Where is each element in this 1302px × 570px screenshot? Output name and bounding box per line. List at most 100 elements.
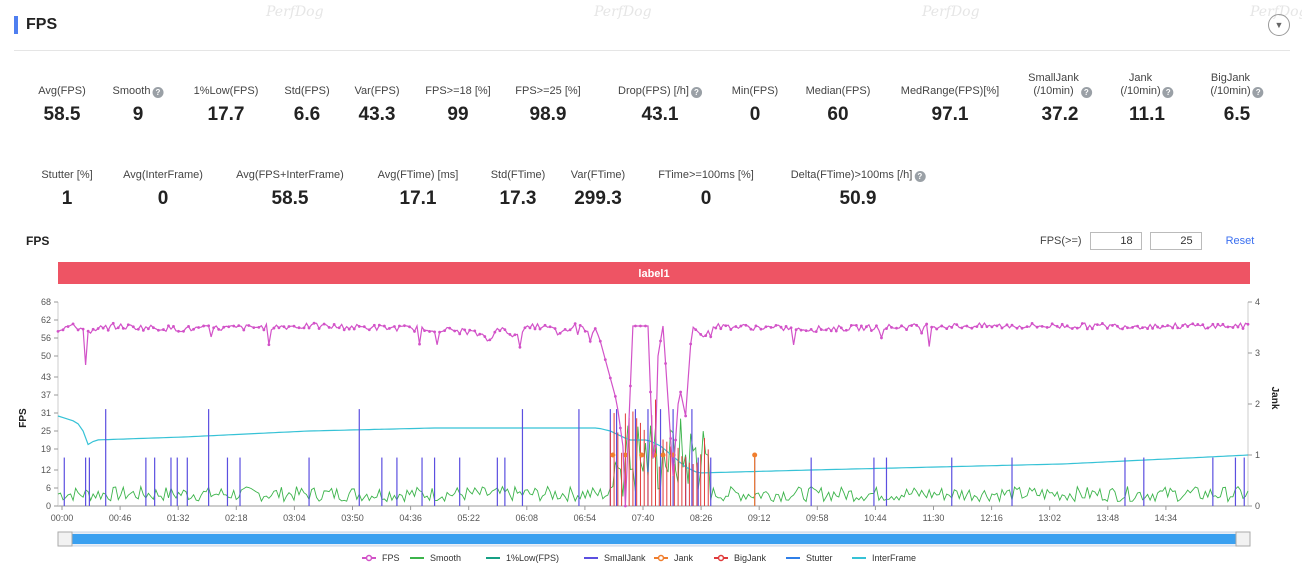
- stat-label-text: Min(FPS): [731, 85, 779, 97]
- fps-point: [714, 326, 718, 330]
- fps-point: [367, 328, 371, 332]
- fps-point: [121, 326, 125, 330]
- x-tick-label: 00:00: [51, 513, 74, 523]
- stat-value: 97.1: [931, 104, 969, 125]
- stat-label: BigJank (/10min)?: [1210, 68, 1264, 98]
- legend-item: Smooth: [430, 553, 461, 563]
- fps-point: [784, 324, 788, 328]
- legend-marker: [365, 554, 373, 562]
- fps-point: [352, 327, 356, 331]
- legend-marker: [657, 554, 665, 562]
- fps-point: [428, 330, 431, 333]
- fps-point: [960, 326, 964, 330]
- stats-row-1: Avg(FPS) 58.5 Smooth? 9 1%Low(FPS) 17.7 Std(FP…: [0, 68, 1302, 132]
- fps-point: [1116, 324, 1119, 328]
- fps-point: [523, 326, 527, 330]
- x-tick-label: 09:12: [748, 513, 771, 523]
- help-icon[interactable]: ?: [1080, 87, 1092, 98]
- fps-point: [162, 328, 165, 331]
- fps-filter-label: FPS(>=): [1040, 235, 1082, 247]
- stat-ftime-100ms: FTime>=100ms [%] 0: [658, 152, 754, 210]
- stat-stutter: Stutter [%] 1: [41, 152, 92, 210]
- stat-value: 58.5: [43, 104, 81, 125]
- fps-point: [312, 321, 316, 325]
- reset-link[interactable]: Reset: [1225, 235, 1255, 247]
- fps-point: [608, 376, 612, 380]
- stat-label-text: Std(FTime): [490, 169, 546, 181]
- stat-label: SmallJank (/10min)?: [1028, 68, 1092, 98]
- fps-point: [573, 322, 577, 326]
- fps-point: [322, 322, 326, 326]
- stat-label-text: Stutter [%]: [41, 169, 93, 181]
- stat-label-text: Avg(InterFrame): [123, 169, 203, 181]
- fps-point: [503, 328, 507, 331]
- fps-point: [327, 325, 331, 329]
- help-icon[interactable]: ?: [152, 87, 164, 98]
- fps-point: [418, 342, 421, 346]
- fps-point: [398, 324, 401, 328]
- stat-value: 99: [447, 104, 469, 125]
- stat-label: FPS>=25 [%]: [515, 68, 580, 98]
- help-icon[interactable]: ?: [914, 171, 926, 182]
- stat-label: FTime>=100ms [%]: [658, 152, 754, 182]
- fps-point: [905, 328, 908, 332]
- stat-value: 6.6: [293, 104, 321, 125]
- fps-point: [839, 326, 843, 330]
- help-icon[interactable]: ?: [1252, 87, 1264, 98]
- help-icon[interactable]: ?: [690, 87, 702, 98]
- stat-fps-18: FPS>=18 [%] 99: [425, 68, 490, 126]
- fps-point: [629, 384, 632, 388]
- fps-point: [598, 339, 602, 343]
- fps-point: [900, 324, 903, 328]
- help-icon[interactable]: ?: [1162, 87, 1174, 98]
- stat-delta-ftime-100ms-h: Delta(FTime)>100ms [/h]? 50.9: [791, 152, 926, 210]
- fps-point: [1111, 324, 1114, 327]
- fps-point: [749, 327, 753, 331]
- fps-point: [699, 333, 703, 336]
- stat-label-text: Smooth: [112, 85, 151, 97]
- stat-label-text: BigJank (/10min): [1210, 72, 1251, 97]
- stats-row-2: Stutter [%] 1 Avg(InterFrame) 0 Avg(FPS+Inte…: [0, 152, 1302, 216]
- fps-point: [1100, 322, 1104, 325]
- fps-threshold-2-input[interactable]: [1149, 232, 1202, 250]
- fps-point: [217, 328, 221, 331]
- fps-point: [66, 325, 70, 328]
- fps-threshold-1-input[interactable]: [1089, 232, 1142, 250]
- jank-marker: [660, 452, 666, 458]
- stat-label-text: Var(FTime): [570, 169, 626, 181]
- fps-point: [202, 324, 206, 328]
- y-tick-label: 62: [41, 315, 51, 325]
- fps-point: [1010, 323, 1014, 327]
- fps-point: [910, 324, 913, 327]
- fps-point: [694, 328, 698, 331]
- fps-point: [362, 325, 366, 329]
- fps-point: [1131, 325, 1134, 329]
- fps-point: [920, 331, 924, 335]
- stat-label: Jank (/10min)?: [1120, 68, 1174, 98]
- stat-var-fps: Var(FPS) 43.3: [354, 68, 399, 126]
- fps-point: [754, 324, 758, 328]
- y2-tick-label: 4: [1255, 297, 1260, 307]
- fps-point: [543, 323, 547, 327]
- legend-marker: [717, 554, 725, 562]
- fps-point: [1166, 324, 1170, 327]
- fps-point: [674, 438, 677, 442]
- fps-point: [463, 328, 467, 332]
- fps-point: [247, 324, 251, 327]
- fps-point: [377, 323, 381, 327]
- y2-tick-label: 1: [1255, 450, 1260, 460]
- fps-point: [664, 362, 667, 365]
- x-tick-label: 10:44: [864, 513, 887, 523]
- collapse-toggle-icon[interactable]: ▼: [1268, 14, 1290, 36]
- fps-point: [1246, 322, 1250, 326]
- fps-point: [438, 330, 442, 334]
- stat-label: Avg(InterFrame): [123, 152, 203, 182]
- fps-point: [583, 329, 587, 333]
- fps-point: [1211, 322, 1215, 326]
- fps-point: [709, 335, 713, 339]
- fps-point: [654, 444, 657, 448]
- fps-point: [1216, 322, 1220, 326]
- stat-label: Std(FPS): [284, 68, 329, 98]
- y-tick-label: 31: [41, 408, 51, 418]
- x-tick-label: 08:26: [690, 513, 713, 523]
